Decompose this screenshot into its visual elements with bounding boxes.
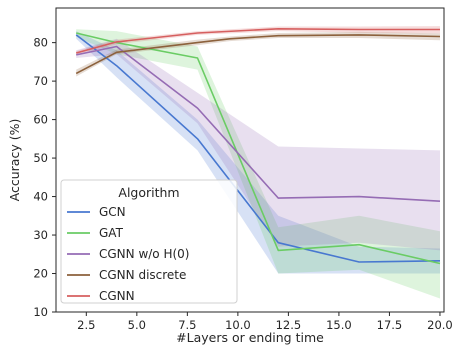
line-gcn bbox=[75, 34, 441, 263]
legend-label-cgnn: CGNN bbox=[99, 289, 135, 303]
x-tick-label: 17.5 bbox=[377, 318, 403, 332]
legend-label-gcn: GCN bbox=[99, 205, 126, 219]
y-tick-label: 20 bbox=[33, 267, 48, 281]
legend-items: GCN GAT CGNN w/o H(0) CGNN discrete CGNN bbox=[67, 205, 189, 303]
x-tick-label: 10.0 bbox=[225, 318, 251, 332]
y-axis-label: Accuracy (%) bbox=[7, 119, 22, 202]
x-tick-label: 20.0 bbox=[427, 318, 452, 332]
series-lines bbox=[75, 27, 441, 265]
x-tick-label: 7.5 bbox=[178, 318, 196, 332]
band-gcn bbox=[76, 31, 440, 274]
x-axis-label: #Layers or ending time bbox=[176, 330, 324, 345]
legend-label-gat: GAT bbox=[99, 226, 124, 240]
x-tick-label: 2.5 bbox=[77, 318, 95, 332]
y-tick-label: 50 bbox=[33, 151, 48, 165]
y-tick-label: 60 bbox=[33, 113, 48, 127]
x-tick-label: 15.0 bbox=[326, 318, 352, 332]
y-tick-label: 30 bbox=[33, 228, 48, 242]
y-tick-label: 80 bbox=[33, 36, 48, 50]
legend-title: Algorithm bbox=[118, 185, 179, 200]
legend-label-cgnn-w-o-h-0: CGNN w/o H(0) bbox=[99, 247, 189, 261]
line-cgnn-w-o-h-0 bbox=[76, 45, 441, 202]
x-tick-label: 5.0 bbox=[128, 318, 146, 332]
y-tick-label: 70 bbox=[33, 74, 48, 88]
x-axis-ticks: 2.5 5.0 7.5 10.0 12.5 15.0 17.5 20.0 bbox=[77, 312, 452, 332]
y-axis-ticks: 10 20 30 40 50 60 70 80 bbox=[33, 36, 56, 319]
legend: Algorithm GCN GAT CGNN w/o H(0) CGNN discre… bbox=[60, 179, 238, 304]
legend-label-cgnn-discrete: CGNN discrete bbox=[99, 268, 186, 282]
y-tick-label: 10 bbox=[33, 305, 48, 319]
plot-frame bbox=[55, 7, 445, 313]
line-cgnn bbox=[75, 27, 440, 54]
band-gat bbox=[76, 29, 440, 299]
y-tick-label: 40 bbox=[33, 190, 48, 204]
legend-box bbox=[60, 179, 238, 304]
line-cgnn-discrete bbox=[75, 34, 441, 75]
x-tick-label: 12.5 bbox=[276, 318, 302, 332]
